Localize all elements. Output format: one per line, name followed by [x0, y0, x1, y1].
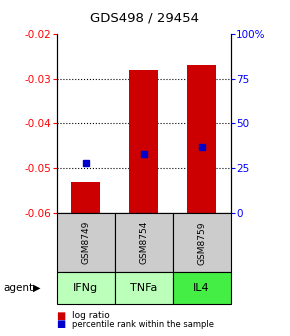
Text: IL4: IL4: [193, 283, 210, 293]
Text: TNFa: TNFa: [130, 283, 157, 293]
Text: ■: ■: [57, 311, 66, 321]
Text: GSM8754: GSM8754: [139, 221, 148, 264]
Text: GSM8759: GSM8759: [197, 221, 206, 264]
Text: agent: agent: [3, 283, 33, 293]
Text: ▶: ▶: [32, 283, 40, 293]
Bar: [71, 182, 100, 213]
Text: GDS498 / 29454: GDS498 / 29454: [90, 12, 200, 25]
Text: GSM8749: GSM8749: [81, 221, 90, 264]
Text: log ratio: log ratio: [72, 311, 110, 320]
Bar: [187, 65, 216, 213]
Bar: [129, 70, 158, 213]
Text: ■: ■: [57, 319, 66, 329]
Text: IFNg: IFNg: [73, 283, 98, 293]
Text: percentile rank within the sample: percentile rank within the sample: [72, 320, 215, 329]
